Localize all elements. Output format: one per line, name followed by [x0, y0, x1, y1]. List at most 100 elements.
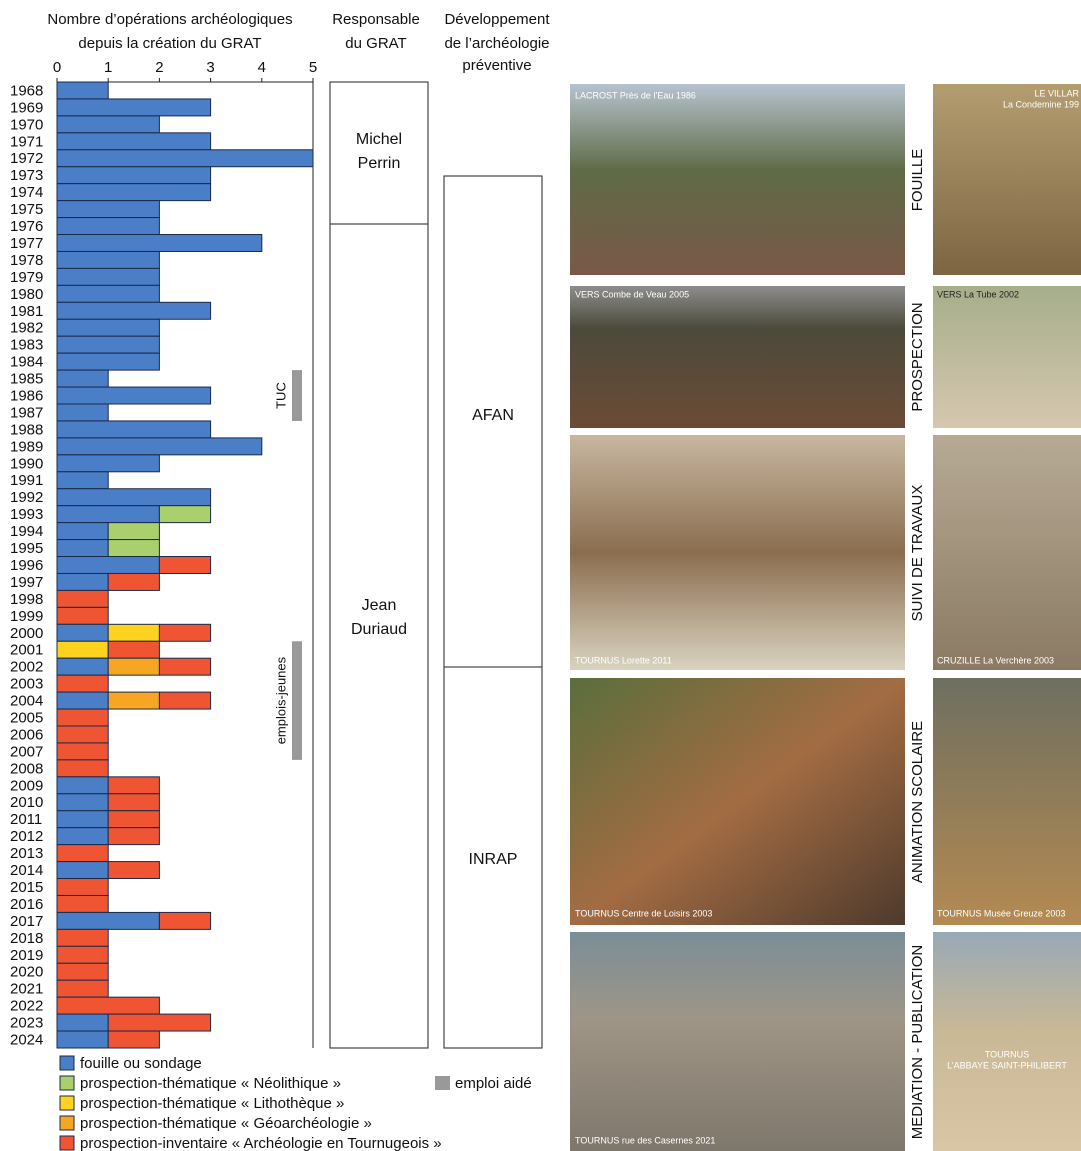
y-tick-label: 2014	[10, 862, 43, 879]
y-tick-label: 2006	[10, 726, 43, 743]
responsable-name: Perrin	[358, 155, 401, 172]
y-tick-label: 2007	[10, 743, 43, 760]
bar-segment	[56, 301, 212, 320]
bar-segment	[56, 471, 109, 490]
y-tick-label: 1987	[10, 404, 43, 421]
y-tick-label: 1983	[10, 337, 43, 354]
column-header: de l’archéologie	[444, 35, 549, 52]
bar-segment	[56, 827, 109, 846]
y-tick-label: 1997	[10, 574, 43, 591]
bar-segment	[107, 691, 160, 710]
y-tick-label: 1971	[10, 133, 43, 150]
bar-segment	[56, 437, 263, 456]
bar-segment	[56, 556, 160, 574]
bar-segment	[56, 894, 109, 913]
legend-label: emploi aidé	[455, 1075, 532, 1092]
bar-segment	[56, 98, 212, 117]
photo-caption: TOURNUS Musée Greuze 2003	[937, 908, 1065, 918]
bar-segment	[56, 572, 109, 591]
bar-segment	[56, 81, 109, 100]
photo-caption: La Condemine 199	[1003, 99, 1079, 109]
photo	[570, 932, 905, 1151]
y-tick-label: 2021	[10, 981, 43, 998]
photo-caption: TOURNUS rue des Casernes 2021	[575, 1135, 715, 1145]
y-tick-label: 1994	[10, 523, 43, 540]
x-tick-label: 5	[309, 59, 317, 76]
legend-label: prospection-thématique « Néolithique »	[80, 1075, 341, 1092]
y-tick-label: 1969	[10, 99, 43, 116]
bar-segment	[56, 386, 212, 405]
legend-label: prospection-inventaire « Archéologie en …	[80, 1135, 442, 1151]
photo-caption: VERS La Tube 2002	[937, 289, 1019, 299]
bar-segment	[56, 352, 160, 371]
bar-segment	[56, 522, 109, 541]
period-box	[443, 666, 543, 1049]
photo-caption: VERS Combe de Veau 2005	[575, 289, 689, 299]
y-tick-label: 1970	[10, 116, 43, 133]
y-tick-label: 2016	[10, 896, 43, 913]
legend-swatch	[59, 1055, 75, 1071]
x-tick-label: 0	[53, 59, 61, 76]
y-tick-label: 1986	[10, 387, 43, 404]
bar-segment	[107, 623, 160, 642]
institution-name: AFAN	[472, 407, 514, 424]
x-tick-label: 2	[155, 59, 163, 76]
bar-segment	[56, 403, 109, 422]
y-tick-label: 2017	[10, 913, 43, 930]
bar-segment	[56, 708, 109, 727]
bar-segment	[56, 539, 109, 558]
y-tick-label: 1989	[10, 438, 43, 455]
y-tick-label: 1985	[10, 371, 43, 388]
column-header: Responsable	[332, 11, 420, 28]
y-tick-label: 2001	[10, 642, 43, 659]
legend-swatch	[59, 1115, 75, 1131]
theme-label: ANIMATION SCOLAIRE	[909, 721, 926, 883]
x-tick-label: 4	[258, 59, 266, 76]
photo	[933, 435, 1081, 670]
y-tick-label: 1973	[10, 167, 43, 184]
photo-caption: LE VILLAR	[1034, 88, 1079, 98]
bar-segment	[56, 640, 109, 659]
y-tick-label: 1981	[10, 303, 43, 320]
photo	[933, 932, 1081, 1151]
photo-caption: L’ABBAYE SAINT-PHILIBERT	[947, 1060, 1067, 1070]
bar-segment	[56, 335, 160, 354]
bar-segment	[56, 250, 160, 269]
bar-segment	[56, 979, 109, 998]
y-tick-label: 1982	[10, 320, 43, 337]
photo-panel: LACROST Près de l’Eau 1986 LE VILLAR La …	[570, 84, 1081, 1151]
bar-segment	[56, 945, 109, 964]
bar-segment	[158, 623, 212, 642]
bar-segment	[56, 217, 160, 236]
y-tick-label: 1972	[10, 150, 43, 167]
y-tick-label: 1988	[10, 421, 43, 438]
bar-segment	[56, 928, 109, 947]
theme-label: MEDIATION - PUBLICATION	[909, 945, 926, 1139]
bar-segment	[56, 267, 160, 286]
photo-caption: TOURNUS Lorette 2011	[575, 655, 672, 665]
bar-segment	[56, 623, 109, 642]
photo-caption: CRUZILLE La Verchère 2003	[937, 655, 1054, 665]
y-tick-label: 1978	[10, 252, 43, 269]
photo	[933, 84, 1081, 275]
bar-segment	[56, 284, 160, 303]
y-tick-label: 1974	[10, 184, 43, 201]
column-header: du GRAT	[345, 35, 406, 52]
y-tick-label: 1984	[10, 354, 43, 371]
theme-label: PROSPECTION	[909, 302, 926, 411]
bar-segment	[56, 674, 109, 693]
x-tick-label: 1	[104, 59, 112, 76]
bar-segment	[56, 505, 160, 524]
theme-label: SUIVI DE TRAVAUX	[909, 485, 926, 622]
y-tick-label: 2015	[10, 879, 43, 896]
institution-name: INRAP	[469, 851, 518, 868]
bar-segment	[56, 657, 109, 676]
y-tick-label: 1977	[10, 235, 43, 252]
bar-segment	[158, 657, 212, 676]
bar-segment	[107, 793, 160, 812]
y-tick-label: 2011	[10, 811, 42, 828]
bar-segment	[56, 962, 109, 981]
photo	[933, 286, 1081, 428]
